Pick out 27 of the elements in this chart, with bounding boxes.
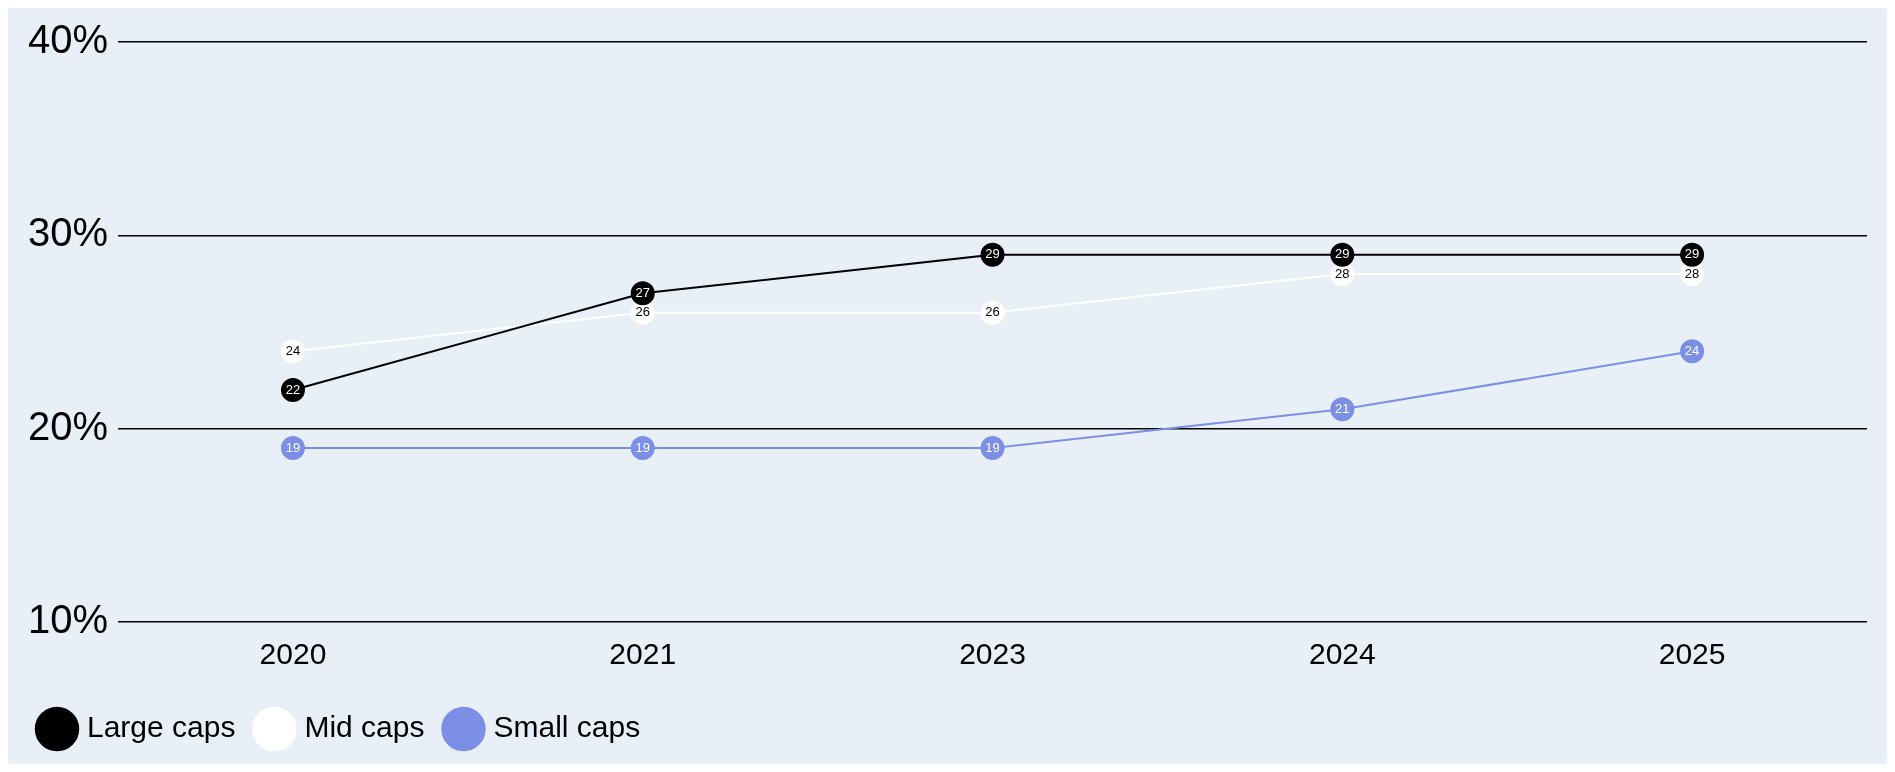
data-label: 29 (985, 246, 1000, 262)
legend-label: Small caps (493, 710, 641, 744)
data-label: 21 (1335, 400, 1350, 416)
data-label: 28 (1335, 265, 1350, 281)
data-label: 29 (1335, 246, 1350, 262)
data-label: 19 (285, 439, 301, 455)
data-label: 19 (985, 439, 1000, 455)
data-label: 29 (1684, 246, 1700, 262)
data-label: 19 (635, 439, 650, 455)
x-tick-label: 2024 (1308, 637, 1376, 671)
y-tick-label: 10% (28, 597, 109, 642)
data-label: 22 (285, 381, 301, 397)
x-tick-label: 2021 (609, 637, 677, 671)
data-label: 24 (285, 342, 301, 358)
data-label: 26 (635, 304, 650, 320)
data-label: 24 (1684, 342, 1700, 358)
y-tick-label: 30% (28, 210, 109, 255)
y-tick-label: 40% (28, 17, 109, 62)
legend-label: Large caps (87, 710, 236, 744)
y-tick-label: 20% (28, 403, 109, 448)
x-tick-label: 2025 (1658, 637, 1726, 671)
x-tick-label: 2020 (259, 637, 327, 671)
data-label: 27 (635, 284, 650, 300)
data-label: 28 (1684, 265, 1700, 281)
data-label: 26 (985, 304, 1000, 320)
x-tick-label: 2023 (959, 637, 1026, 671)
legend-label: Mid caps (304, 710, 425, 744)
